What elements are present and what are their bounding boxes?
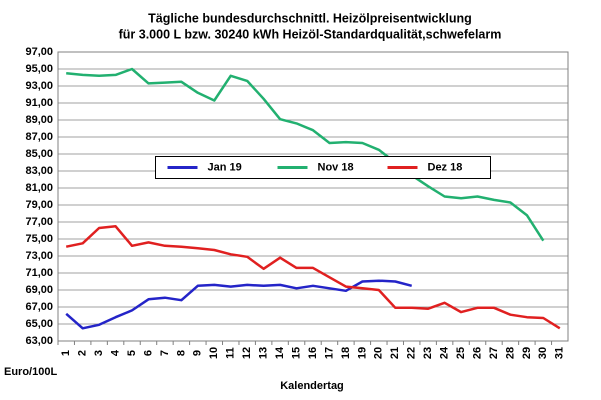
x-tick-label: 22 [406,347,418,359]
x-tick-label: 7 [159,350,171,356]
chart-subtitle: für 3.000 L bzw. 30240 kWh Heizöl-Standa… [119,27,502,41]
y-tick-label: 97,00 [25,46,53,58]
plot-frame [57,51,569,342]
x-tick-label: 29 [521,347,533,359]
x-tick-label: 10 [208,347,220,359]
x-tick-label: 19 [356,347,368,359]
x-tick-label: 13 [258,347,270,359]
y-tick-label: 87,00 [25,131,53,143]
x-tick-label: 27 [488,347,500,359]
x-tick-label: 1 [60,350,72,356]
y-tick-label: 91,00 [25,97,53,109]
x-tick-label: 6 [142,350,154,356]
legend-label: Dez 18 [428,161,463,173]
y-tick-label: 95,00 [25,63,53,75]
y-tick-label: 83,00 [25,165,53,177]
x-tick-label: 2 [77,350,89,356]
y-tick-label: 75,00 [25,233,53,245]
x-tick-label: 12 [241,347,253,359]
legend-box [155,156,491,179]
legend-label: Nov 18 [318,161,354,173]
x-tick-label: 14 [274,346,286,359]
x-tick-label: 21 [389,347,401,359]
x-axis-label: Kalendertag [280,380,344,392]
y-tick-label: 77,00 [25,216,53,228]
y-tick-label: 85,00 [25,148,53,160]
x-tick-label: 3 [93,350,105,356]
y-tick-label: 73,00 [25,250,53,262]
y-tick-label: 69,00 [25,284,53,296]
y-tick-label: 65,00 [25,318,53,330]
y-tick-label: 93,00 [25,80,53,92]
x-tick-label: 8 [175,350,187,356]
y-axis-label: Euro/100L [4,366,57,378]
x-tick-label: 26 [471,347,483,359]
x-tick-label: 18 [340,347,352,359]
x-tick-label: 24 [439,346,451,359]
y-tick-label: 63,00 [25,335,53,347]
x-tick-label: 16 [307,347,319,359]
series-line [65,225,561,330]
legend-label: Jan 19 [208,161,242,173]
legend: Jan 19 Nov 18 Dez 18 [155,156,491,179]
y-tick-label: 79,00 [25,199,53,211]
y-tick-label: 71,00 [25,267,53,279]
x-tick-label: 25 [455,347,467,359]
x-tick-label: 11 [225,347,237,359]
x-tick-label: 20 [373,347,385,359]
x-tick-label: 5 [126,350,138,356]
series-line [65,279,413,330]
chart-title: Tägliche bundesdurchschnittl. Heizölprei… [148,11,472,25]
x-tick-label: 28 [504,347,516,359]
x-tick-label: 15 [290,347,302,359]
x-tick-label: 23 [422,347,434,359]
x-tick-label: 31 [554,347,566,359]
x-tick-label: 17 [323,347,335,359]
series-line [66,67,545,242]
y-tick-label: 67,00 [25,301,53,313]
x-tick-label: 9 [192,350,204,356]
x-tick-label: 30 [537,347,549,359]
x-tick-label: 4 [109,349,121,356]
y-tick-label: 89,00 [25,114,53,126]
y-tick-label: 81,00 [25,182,53,194]
